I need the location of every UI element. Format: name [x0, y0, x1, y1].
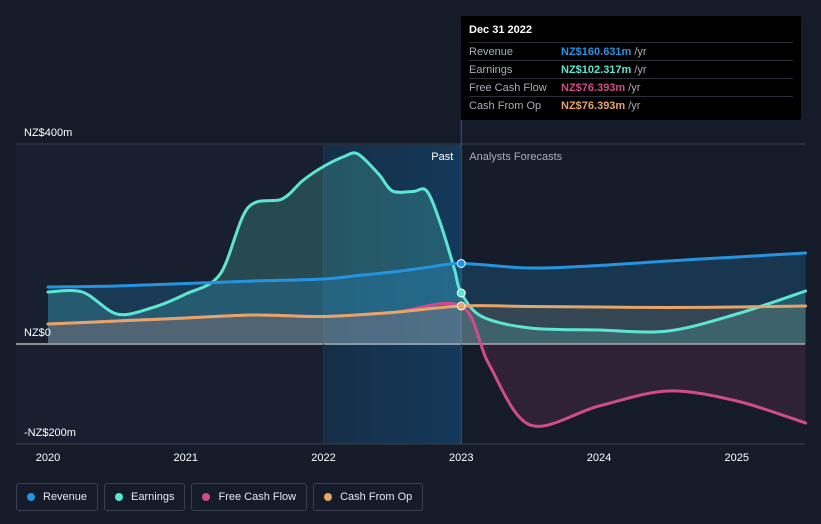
tooltip-value: NZ$160.631m	[561, 45, 632, 58]
tooltip-row-earnings: Earnings NZ$102.317m /yr	[469, 60, 793, 78]
tooltip-date: Dec 31 2022	[469, 24, 532, 36]
tooltip-value: NZ$76.393m	[561, 81, 626, 94]
y-tick-label: NZ$0	[24, 327, 51, 339]
tooltip-name: Earnings	[469, 63, 513, 76]
x-tick-label: 2025	[725, 452, 749, 464]
legend-item-revenue[interactable]: Revenue	[16, 483, 99, 511]
forecast-label: Analysts Forecasts	[469, 151, 562, 163]
area-revenue	[48, 253, 806, 344]
chart-areas	[48, 152, 806, 427]
line-earnings	[46, 151, 808, 334]
legend-item-earnings[interactable]: Earnings	[104, 483, 186, 511]
tooltip-name: Cash From Op	[469, 99, 542, 112]
x-tick-label: 2020	[36, 452, 60, 464]
tooltip-row-revenue: Revenue NZ$160.631m /yr	[469, 42, 793, 60]
legend-item-free-cash-flow[interactable]: Free Cash Flow	[191, 483, 308, 511]
chart-markers	[456, 259, 466, 311]
x-tick-label: 2023	[449, 452, 473, 464]
legend-label: Cash From Op	[340, 491, 413, 503]
tooltip-name: Free Cash Flow	[469, 81, 547, 94]
legend-label: Free Cash Flow	[218, 491, 297, 503]
y-tick-label: -NZ$200m	[24, 427, 76, 439]
legend: Revenue Earnings Free Cash Flow Cash Fro…	[16, 483, 424, 511]
marker-revenue	[456, 259, 466, 268]
past-label: Past	[431, 151, 453, 163]
tooltip-value: NZ$102.317m	[561, 63, 632, 76]
area-cash-from-op	[48, 305, 806, 344]
area-earnings	[48, 152, 806, 344]
legend-label: Earnings	[131, 491, 175, 503]
marker-cash-from-op	[456, 301, 466, 311]
legend-label: Revenue	[43, 491, 88, 503]
tooltip-unit: /yr	[634, 63, 647, 76]
y-tick-label: NZ$400m	[24, 127, 72, 139]
tooltip: Dec 31 2022 Revenue NZ$160.631m /yr Earn…	[461, 16, 801, 120]
x-tick-label: 2022	[311, 452, 335, 464]
x-tick-label: 2024	[587, 452, 611, 464]
legend-dot-icon	[27, 493, 35, 501]
legend-dot-icon	[115, 493, 124, 501]
marker-earnings	[456, 288, 466, 298]
tooltip-unit: /yr	[634, 45, 647, 58]
legend-dot-icon	[324, 493, 333, 501]
line-revenue	[46, 251, 808, 289]
legend-dot-icon	[202, 493, 211, 501]
tooltip-row-free-cash-flow: Free Cash Flow NZ$76.393m /yr	[469, 78, 793, 96]
highlight-band	[323, 145, 462, 444]
legend-item-cash-from-op[interactable]: Cash From Op	[313, 483, 424, 511]
chart-grid	[16, 120, 805, 445]
area-free-cash-flow	[48, 303, 806, 427]
chart-labels: NZ$400m NZ$0 -NZ$200m 2020 2021 2022 2023 2024 2…	[24, 127, 749, 464]
tooltip-name: Revenue	[469, 45, 514, 58]
tooltip-unit: /yr	[628, 99, 641, 112]
tooltip-value: NZ$76.393m	[561, 99, 626, 112]
x-tick-label: 2021	[174, 452, 198, 464]
tooltip-unit: /yr	[628, 81, 641, 94]
line-cash-from-op	[46, 304, 808, 326]
tooltip-row-cash-from-op: Cash From Op NZ$76.393m /yr	[469, 96, 793, 114]
